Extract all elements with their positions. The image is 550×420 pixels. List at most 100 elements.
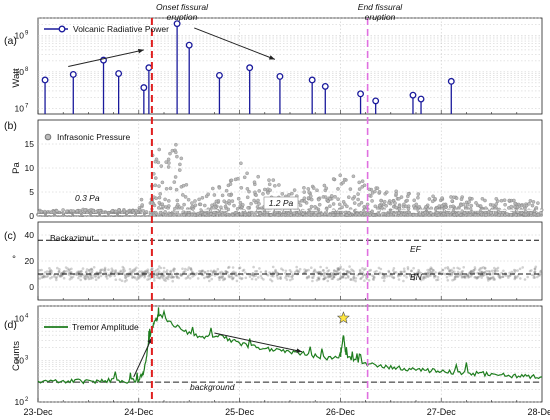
infrasonic-point [384, 190, 389, 194]
backazimut-point [133, 275, 136, 279]
backazimut-point [225, 270, 229, 274]
backazimut-point [332, 275, 335, 279]
backazimut-point [451, 278, 454, 282]
backazimut-point [383, 274, 387, 278]
backazimut-point [461, 270, 465, 273]
backazimut-point [419, 278, 423, 282]
infrasonic-point [298, 203, 303, 208]
backazimut-point [113, 271, 117, 275]
infrasonic-point [456, 211, 461, 215]
backazimut-point [187, 266, 191, 269]
backazimut-point [45, 270, 49, 273]
infrasonic-point [530, 203, 535, 208]
infrasonic-point [214, 199, 219, 204]
infrasonic-point [193, 199, 197, 203]
infrasonic-point [306, 187, 311, 191]
backazimut-point [480, 276, 484, 279]
backazimut-point [238, 266, 242, 270]
infrasonic-point [429, 211, 433, 215]
infrasonic-point [173, 206, 177, 211]
backazimut-point [168, 275, 171, 279]
backazimut-point [235, 279, 239, 283]
infrasonic-point [157, 147, 161, 152]
backazimut-point [488, 270, 492, 274]
backazimut-point [79, 275, 83, 278]
backazimut-point [43, 274, 46, 278]
infrasonic-point [513, 201, 517, 206]
infrasonic-point [489, 210, 493, 215]
infrasonic-point [379, 198, 383, 203]
backazimut-point [362, 268, 366, 272]
backazimut-point [68, 268, 71, 271]
infrasonic-point [83, 208, 87, 212]
infrasonic-point [502, 198, 507, 202]
backazimut-point [91, 276, 94, 280]
infrasonic-point [402, 202, 406, 207]
backazimut-point [226, 271, 229, 274]
infrasonic-point [157, 195, 162, 200]
backazimut-point [85, 268, 89, 271]
backazimut-point [305, 269, 308, 273]
infrasonic-point [175, 154, 179, 159]
backazimut-point [242, 268, 246, 272]
infrasonic-point [269, 213, 273, 217]
backazimut-point [189, 267, 192, 271]
backazimut-point [416, 270, 420, 274]
backazimut-point [345, 269, 349, 273]
backazimut-point [166, 277, 170, 281]
backazimut-point [493, 269, 497, 272]
backazimut-point [456, 270, 460, 274]
backazimut-point [248, 275, 252, 278]
backazimut-point [377, 266, 381, 270]
infrasonic-point [461, 202, 466, 207]
backazimut-point [89, 277, 93, 280]
backazimut-point [205, 275, 208, 279]
backazimut-point [181, 267, 184, 271]
backazimut-point [486, 277, 490, 280]
infrasonic-point [336, 187, 340, 191]
backazimut-point [466, 274, 470, 278]
panel-a-label: (a) [4, 35, 17, 47]
backazimut-point [338, 272, 342, 275]
backazimut-point [483, 271, 486, 274]
backazimut-point [123, 280, 127, 283]
infrasonic-point [357, 203, 361, 207]
infrasonic-point [204, 194, 209, 199]
backazimut-point [466, 273, 470, 277]
backazimut-point [130, 271, 134, 275]
backazimut-point [326, 279, 330, 283]
infrasonic-point [342, 177, 347, 182]
backazimut-point [124, 276, 127, 280]
infrasonic-point [336, 213, 340, 217]
y-tick-exponent: 3 [25, 355, 29, 361]
infrasonic-point [166, 204, 171, 208]
backazimut-point [392, 276, 395, 280]
backazimut-point [341, 275, 345, 279]
backazimut-point [477, 268, 481, 272]
backazimut-point [60, 273, 64, 277]
backazimut-point [467, 276, 470, 279]
backazimut-point [227, 274, 231, 277]
backazimut-point [121, 265, 125, 269]
backazimut-point [447, 267, 450, 271]
backazimut-point [58, 274, 62, 278]
infrasonic-point [94, 210, 98, 214]
infrasonic-point [480, 196, 485, 201]
infrasonic-point [503, 202, 507, 207]
backazimut-point [432, 274, 436, 278]
backazimut-point [426, 275, 430, 278]
backazimut-point [458, 267, 461, 271]
infrasonic-point [297, 210, 301, 214]
infrasonic-point [497, 213, 501, 217]
infrasonic-point [317, 213, 322, 217]
end-annotation-line1: End fissural [358, 2, 404, 12]
backazimut-point [346, 270, 349, 273]
backazimut-point [166, 275, 170, 278]
infrasonic-point [239, 212, 244, 216]
radiative-point [357, 90, 365, 98]
backazimut-point [262, 278, 265, 281]
backazimut-point [470, 270, 473, 274]
backazimut-point [387, 270, 391, 274]
backazimut-point [337, 267, 340, 271]
